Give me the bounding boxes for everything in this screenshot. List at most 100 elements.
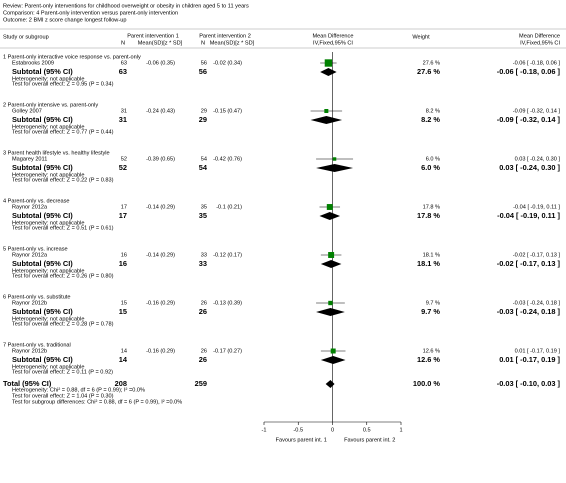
- heterogeneity: Heterogeneity: not applicable: [12, 220, 84, 226]
- diamond: [320, 356, 346, 364]
- subgroup-test: Test for subgroup differences: Chi² = 0.…: [12, 399, 182, 405]
- n1: 16: [121, 252, 127, 258]
- weight: 9.7 %: [426, 300, 440, 306]
- mean-difference: -0.03 [ -0.24, 0.18 ]: [497, 307, 561, 316]
- n2: 29: [201, 108, 207, 114]
- diamond: [316, 308, 345, 316]
- n1: 15: [121, 300, 127, 306]
- mean-difference: 0.03 [ -0.24, 0.30 ]: [515, 156, 561, 162]
- subgroup-title: 6 Parent-only vs. substitute: [3, 294, 70, 300]
- subgroup-title: 1 Parent-only interactive voice response…: [3, 54, 141, 60]
- n1: 14: [119, 355, 128, 364]
- subtotal-label: Subtotal (95% CI): [12, 163, 73, 172]
- subgroup-title: 7 Parent-only vs. traditional: [3, 342, 71, 348]
- study-name: Raynor 2012b: [12, 348, 47, 354]
- col-study: Study or subgroup: [3, 34, 49, 40]
- diamond: [320, 68, 337, 76]
- study-name: Raynor 2012b: [12, 300, 47, 306]
- study-name: Raynor 2012a: [12, 252, 48, 258]
- mean-sd2: -0.12 (0.17): [213, 252, 242, 258]
- n2: 259: [195, 379, 207, 388]
- effect-square: [328, 252, 335, 258]
- weight: 17.8 %: [423, 204, 440, 210]
- effect-square: [332, 157, 337, 161]
- overall-test: Test for overall effect: Z = 0.22 (P = 0…: [12, 177, 114, 183]
- x-tick-label: -1: [262, 427, 267, 433]
- study-name: Estabrooks 2009: [12, 60, 54, 66]
- n2: 29: [199, 115, 207, 124]
- n1: 52: [119, 163, 127, 172]
- n2: 26: [199, 307, 207, 316]
- mean-difference: -0.03 [ -0.24, 0.18 ]: [513, 300, 561, 306]
- x-tick-label: -0.5: [293, 427, 303, 433]
- study-name: Raynor 2012a: [12, 204, 48, 210]
- col-n1: N: [121, 40, 125, 46]
- weight: 27.6 %: [423, 60, 440, 66]
- n2: 26: [201, 300, 207, 306]
- heterogeneity: Heterogeneity: not applicable: [12, 316, 84, 322]
- n2: 35: [199, 211, 207, 220]
- weight: 8.2 %: [421, 115, 440, 124]
- heterogeneity: Heterogeneity: Chi² = 0.88, df = 6 (P = …: [12, 387, 145, 393]
- n1: 17: [121, 204, 127, 210]
- mean-difference: -0.03 [ -0.10, 0.03 ]: [497, 379, 561, 388]
- weight: 9.7 %: [421, 307, 440, 316]
- subgroup-title: 5 Parent-only vs. increase: [3, 246, 68, 252]
- col-effect: Mean Difference: [313, 33, 354, 39]
- weight: 6.0 %: [426, 156, 440, 162]
- mean-sd1: -0.16 (0.29): [146, 348, 175, 354]
- subgroup-title: 2 Parent-only intensive vs. parent-only: [3, 102, 98, 108]
- mean-sd1: -0.24 (0.43): [146, 108, 175, 114]
- n2: 35: [201, 204, 207, 210]
- n2: 33: [199, 259, 207, 268]
- n1: 14: [121, 348, 127, 354]
- n2: 54: [199, 163, 208, 172]
- mean-difference: -0.04 [ -0.19, 0.11 ]: [513, 204, 560, 210]
- col-method-right: IV,Fixed,95% CI: [520, 40, 560, 46]
- overall-test: Test for overall effect: Z = 0.26 (P = 0…: [12, 273, 114, 279]
- mean-difference: -0.09 [ -0.32, 0.14 ]: [513, 108, 561, 114]
- n1: 15: [119, 307, 127, 316]
- diamond: [316, 164, 354, 172]
- mean-difference: -0.04 [ -0.19, 0.11 ]: [497, 211, 560, 220]
- mean-sd2: -0.13 (0.39): [213, 300, 242, 306]
- mean-difference: 0.01 [ -0.17, 0.19 ]: [499, 355, 560, 364]
- overall-test: Test for overall effect: Z = 1.04 (P = 0…: [12, 393, 114, 399]
- mean-sd2: -0.42 (0.76): [213, 156, 242, 162]
- n2: 26: [199, 355, 207, 364]
- diamond: [320, 260, 342, 268]
- n2: 54: [201, 156, 207, 162]
- overall-test: Test for overall effect: Z = 0.95 (P = 0…: [12, 81, 114, 87]
- effect-square: [324, 108, 329, 114]
- total-label: Total (95% CI): [3, 379, 52, 388]
- outcome: Outcome: 2 BMI z score change longest fo…: [3, 17, 126, 23]
- effect-square: [326, 204, 333, 210]
- study-name: Golley 2007: [12, 108, 42, 114]
- col-n2: N: [201, 40, 205, 46]
- n1: 63: [119, 67, 127, 76]
- mean-difference: -0.06 [ -0.18, 0.06 ]: [513, 60, 561, 66]
- mean-sd1: -0.14 (0.29): [146, 204, 175, 210]
- comparison: Comparison: 4 Parent-only intervention v…: [3, 10, 178, 16]
- weight: 12.6 %: [423, 348, 440, 354]
- heterogeneity: Heterogeneity: not applicable: [12, 172, 84, 178]
- weight: 12.6 %: [417, 355, 440, 364]
- subtotal-label: Subtotal (95% CI): [12, 211, 73, 220]
- overall-test: Test for overall effect: Z = 0.77 (P = 0…: [12, 129, 114, 135]
- weight: 27.6 %: [417, 67, 440, 76]
- col-group1: Parent intervention 1: [127, 33, 179, 39]
- diamond: [325, 380, 335, 388]
- heterogeneity: Heterogeneity: not applicable: [12, 124, 84, 130]
- mean-sd1: -0.14 (0.29): [146, 252, 175, 258]
- review: Review: Parent-only interventions for ch…: [3, 3, 249, 9]
- subtotal-label: Subtotal (95% CI): [12, 115, 73, 124]
- effect-square: [328, 300, 333, 306]
- n1: 208: [115, 379, 127, 388]
- n1: 31: [119, 115, 127, 124]
- mean-sd1: -0.06 (0.35): [146, 60, 175, 66]
- n1: 31: [121, 108, 127, 114]
- subtotal-label: Subtotal (95% CI): [12, 307, 73, 316]
- n1: 16: [119, 259, 127, 268]
